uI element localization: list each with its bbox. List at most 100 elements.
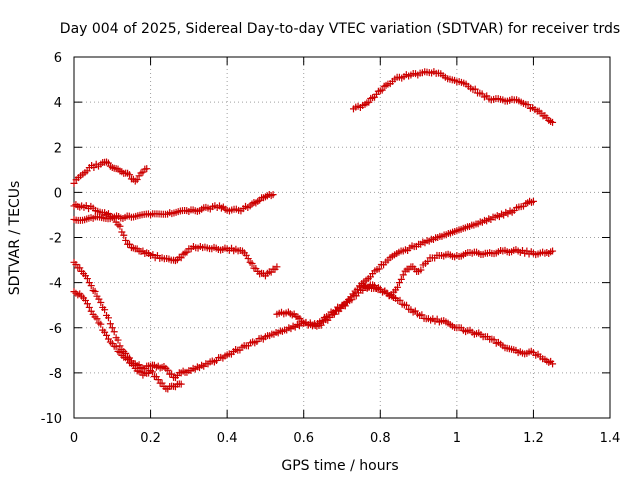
data-point (453, 78, 461, 86)
data-point (106, 320, 114, 328)
data-point (376, 285, 384, 293)
data-point (246, 258, 254, 266)
data-point (215, 202, 223, 210)
data-point (116, 167, 124, 175)
data-point (418, 69, 426, 77)
data-point (120, 231, 128, 239)
data-point (510, 206, 518, 214)
data-point (223, 351, 231, 359)
data-point (529, 349, 537, 357)
data-point (468, 328, 476, 336)
data-point (101, 328, 109, 336)
data-point (124, 355, 132, 363)
data-point (223, 245, 231, 253)
data-point (499, 247, 507, 255)
data-point (522, 100, 530, 108)
x-tick-label: 0 (70, 431, 78, 446)
data-point (158, 254, 166, 262)
data-point (170, 382, 178, 390)
data-point (522, 200, 530, 208)
data-point (91, 287, 99, 295)
data-point (541, 355, 549, 363)
data-point (407, 306, 415, 314)
data-point (124, 240, 132, 248)
data-point (170, 373, 178, 381)
data-point (407, 71, 415, 79)
data-point (85, 164, 93, 172)
y-axis-label: SDTVAR / TECUs (7, 181, 23, 296)
data-point (131, 245, 139, 253)
data-point (269, 191, 277, 199)
data-point (281, 326, 289, 334)
series-track-c (72, 190, 275, 224)
data-point (223, 206, 231, 214)
data-point (70, 202, 78, 210)
data-point (396, 296, 404, 304)
data-point (162, 385, 170, 393)
data-point (139, 364, 147, 372)
data-point (131, 177, 139, 185)
data-point (395, 73, 403, 81)
data-point (491, 213, 499, 221)
data-point (78, 267, 86, 275)
data-point (392, 294, 400, 302)
data-point (162, 364, 170, 372)
x-tick-label: 0.4 (217, 431, 238, 446)
data-point (514, 349, 522, 357)
data-point (147, 367, 155, 375)
data-point (269, 265, 277, 273)
data-point (300, 319, 308, 327)
x-tick-label: 0.6 (293, 431, 314, 446)
data-point (101, 306, 109, 314)
data-point (254, 267, 262, 275)
data-point (441, 73, 449, 81)
data-point (76, 264, 84, 272)
data-point (261, 333, 269, 341)
data-point (438, 317, 446, 325)
data-point (127, 213, 135, 221)
data-point (510, 96, 518, 104)
data-point (185, 367, 193, 375)
data-point (375, 265, 383, 273)
data-point (529, 249, 537, 257)
data-point (104, 314, 112, 322)
data-point (85, 279, 93, 287)
data-point (101, 209, 109, 217)
data-point (353, 285, 361, 293)
data-point (93, 292, 101, 300)
data-point (177, 254, 185, 262)
data-point (384, 80, 392, 88)
data-point (185, 208, 193, 216)
data-point (273, 310, 281, 318)
data-point (292, 312, 300, 320)
data-point (487, 96, 495, 104)
data-point (468, 249, 476, 257)
data-point (483, 249, 491, 257)
data-point (185, 245, 193, 253)
data-point (261, 272, 269, 280)
y-tick-label: 2 (54, 141, 62, 156)
data-point (246, 202, 254, 210)
series-track-b (72, 201, 279, 278)
data-point (208, 245, 216, 253)
data-point (365, 98, 373, 106)
data-point (399, 247, 407, 255)
data-point (499, 96, 507, 104)
data-point (108, 164, 116, 172)
data-point (438, 252, 446, 260)
data-point (376, 87, 384, 95)
data-point (388, 292, 396, 300)
data-point (476, 89, 484, 97)
data-point (204, 204, 212, 212)
data-point (369, 270, 377, 278)
data-point (89, 204, 97, 212)
data-point (341, 302, 349, 310)
data-point (108, 324, 116, 332)
data-point (349, 105, 357, 113)
grid (74, 57, 610, 418)
data-point (394, 283, 402, 291)
data-point (407, 263, 415, 271)
data-point (254, 197, 262, 205)
data-point (116, 349, 124, 357)
data-point (238, 247, 246, 255)
